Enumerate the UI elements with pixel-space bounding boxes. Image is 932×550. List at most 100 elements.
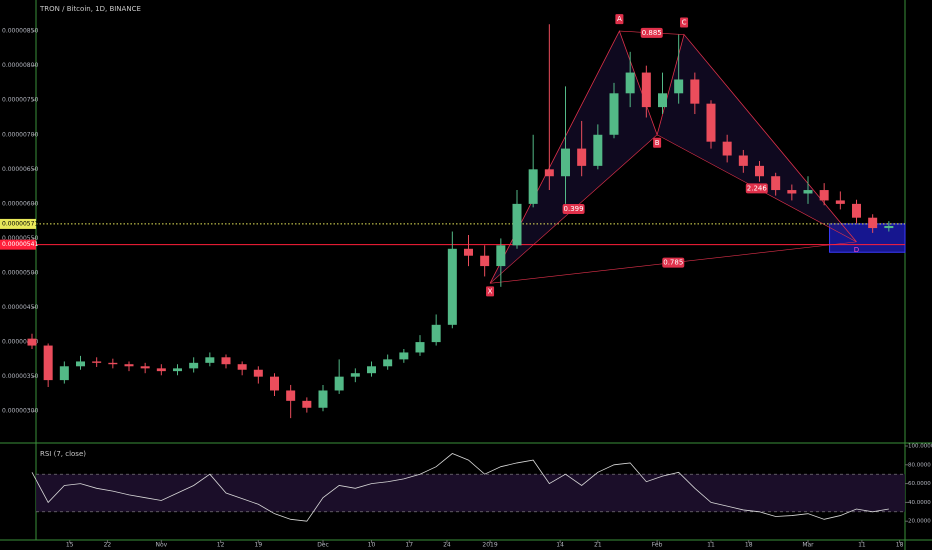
- ratio-label: 0.785: [663, 259, 683, 267]
- price-line-tag: [0, 218, 36, 229]
- x-tick-label: 18: [896, 542, 904, 549]
- y-tick-label: 0.00000750: [2, 97, 38, 104]
- candle-body: [334, 376, 344, 391]
- candle-body: [803, 190, 813, 194]
- y-tick-label: 0.00000800: [2, 62, 38, 69]
- ratio-box: [562, 204, 585, 215]
- y-tick-label: 0.00000550: [2, 235, 38, 242]
- candle-body: [755, 165, 764, 177]
- candle-body: [819, 190, 829, 201]
- rsi-title: RSI (7, close): [40, 450, 86, 458]
- price-line-label: 0.00000541: [2, 241, 38, 248]
- rsi-tick-label: 60.0000: [908, 481, 931, 487]
- ratio-box: [662, 257, 685, 268]
- candle-body: [561, 148, 570, 177]
- candle-body: [286, 390, 296, 401]
- candle-body: [76, 361, 85, 367]
- target-zone: [829, 223, 906, 253]
- x-tick-label: 21: [594, 542, 602, 549]
- rsi-tick-label: 40.0000: [908, 500, 931, 506]
- candle-body: [367, 366, 376, 374]
- candle-body: [593, 134, 603, 166]
- y-tick-label: 0.00000500: [2, 269, 38, 276]
- candle-body: [544, 169, 554, 177]
- x-tick-label: 14: [556, 542, 564, 549]
- candle-body: [706, 103, 716, 142]
- y-tick-label: 0.00000450: [2, 304, 38, 311]
- candle-body: [318, 390, 328, 408]
- y-tick-label: 0.00000600: [2, 200, 38, 207]
- candle-body: [173, 368, 182, 372]
- x-tick-label: 11: [858, 542, 866, 549]
- rsi-band: [36, 474, 905, 512]
- candle-body: [59, 366, 69, 381]
- candle-body: [399, 352, 409, 360]
- x-tick-label: 12: [217, 542, 225, 549]
- x-tick-label: 10: [368, 542, 376, 549]
- candle-body: [722, 141, 732, 156]
- candle-body: [92, 361, 102, 363]
- candle-body: [464, 248, 473, 256]
- candle-body: [27, 338, 37, 346]
- price-line-label: 0.00000571: [2, 220, 38, 227]
- x-tick-label: 19: [255, 542, 263, 549]
- ratio-label: 0.885: [642, 29, 662, 37]
- candle-body: [835, 200, 845, 204]
- ratio-label: 2.246: [747, 184, 768, 192]
- candle-body: [108, 362, 118, 365]
- candle-body: [270, 376, 279, 391]
- candle-body: [528, 169, 538, 204]
- candle-body: [383, 359, 393, 367]
- candle-body: [771, 176, 781, 191]
- candle-body: [431, 324, 441, 343]
- candle-body: [577, 148, 587, 166]
- candle-body: [302, 400, 312, 408]
- candle-body: [415, 342, 425, 353]
- x-tick-label: 15: [66, 542, 74, 549]
- candle-body: [884, 225, 894, 229]
- y-tick-label: 0.00000650: [2, 166, 38, 173]
- chart-title: TRON / Bitcoin, 1D, BINANCE: [39, 5, 141, 13]
- pattern-point-label: B: [655, 139, 660, 147]
- ratio-box: [640, 27, 663, 38]
- pattern-point-label: C: [682, 19, 687, 27]
- y-tick-label: 0.00000400: [2, 339, 38, 346]
- pattern-point-label: X: [488, 287, 493, 295]
- pattern-point-box: [653, 137, 662, 148]
- candle-body: [124, 364, 134, 367]
- y-tick-label: 0.00000300: [2, 408, 38, 415]
- candle-body: [205, 357, 215, 363]
- candle-body: [237, 364, 247, 370]
- candle-body: [350, 373, 360, 377]
- rsi-line: [31, 453, 889, 522]
- candle-body: [658, 93, 667, 108]
- candle-body: [189, 362, 199, 369]
- plot-layer: 0.00000300 0.00000350 0.00000400 0.00000450…: [0, 14, 932, 549]
- candle-body: [738, 155, 748, 166]
- candle-body: [787, 190, 797, 194]
- x-tick-label: Dec: [317, 542, 329, 549]
- candle-body: [140, 366, 150, 369]
- candle-body: [625, 72, 635, 94]
- x-tick-label: 18: [745, 542, 753, 549]
- pattern-point-box: [486, 286, 495, 297]
- x-tick-label: 24: [443, 542, 451, 549]
- pattern-point-label: A: [617, 15, 622, 23]
- x-tick-label: 22: [104, 542, 112, 549]
- candle-body: [480, 255, 490, 267]
- y-tick-label: 0.00000700: [2, 131, 38, 138]
- candle-body: [609, 93, 619, 135]
- x-tick-label: 11: [707, 542, 715, 549]
- y-tick-label: 0.00000850: [2, 28, 38, 35]
- candle-body: [690, 79, 700, 104]
- candle-body: [253, 369, 263, 377]
- rsi-tick-label: 20.0000: [908, 519, 931, 525]
- pattern-point-box: [615, 14, 624, 25]
- candle-body: [496, 245, 506, 267]
- rsi-tick-label: 100.0000: [908, 444, 932, 450]
- candle-body: [641, 72, 651, 108]
- x-tick-label: 2019: [482, 542, 497, 549]
- candle-body: [674, 79, 684, 94]
